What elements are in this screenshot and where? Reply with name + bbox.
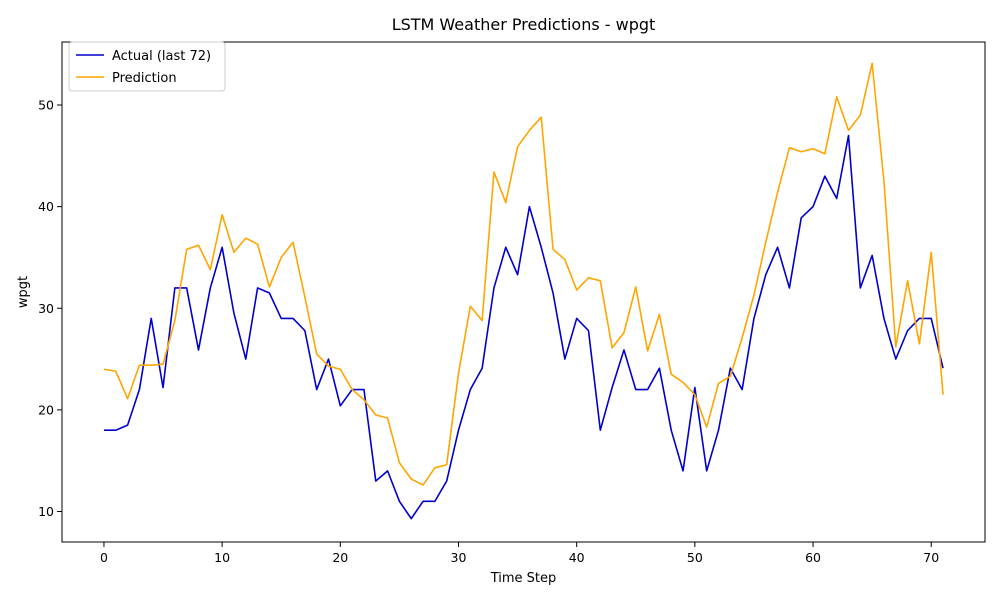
plot-frame bbox=[61, 41, 986, 543]
x-axis-title: Time Step bbox=[490, 571, 557, 586]
x-tick-label: 40 bbox=[569, 550, 585, 565]
legend: Actual (last 72) Prediction bbox=[68, 41, 226, 92]
series-line-actual bbox=[103, 134, 944, 520]
y-tick-label: 50 bbox=[38, 98, 54, 113]
x-tick-label: 70 bbox=[923, 550, 939, 565]
x-tick-label: 60 bbox=[805, 550, 821, 565]
y-axis: 10 20 30 40 50 bbox=[38, 98, 62, 519]
x-tick-label: 50 bbox=[687, 550, 703, 565]
x-tick-label: 30 bbox=[451, 550, 467, 565]
y-tick-label: 20 bbox=[38, 402, 54, 417]
x-tick-label: 20 bbox=[332, 550, 348, 565]
chart-title: LSTM Weather Predictions - wpgt bbox=[392, 15, 656, 34]
series-line-prediction bbox=[103, 62, 944, 486]
y-tick-label: 30 bbox=[38, 301, 54, 316]
y-tick-label: 10 bbox=[38, 504, 54, 519]
legend-box bbox=[68, 41, 226, 92]
y-tick-label: 40 bbox=[38, 199, 54, 214]
y-axis-title: wpgt bbox=[16, 276, 31, 308]
legend-label-prediction: Prediction bbox=[112, 71, 177, 86]
legend-label-actual: Actual (last 72) bbox=[112, 49, 211, 64]
x-tick-label: 0 bbox=[100, 550, 108, 565]
x-tick-label: 10 bbox=[214, 550, 230, 565]
x-axis: 0 10 20 30 40 50 60 70 bbox=[100, 542, 939, 565]
